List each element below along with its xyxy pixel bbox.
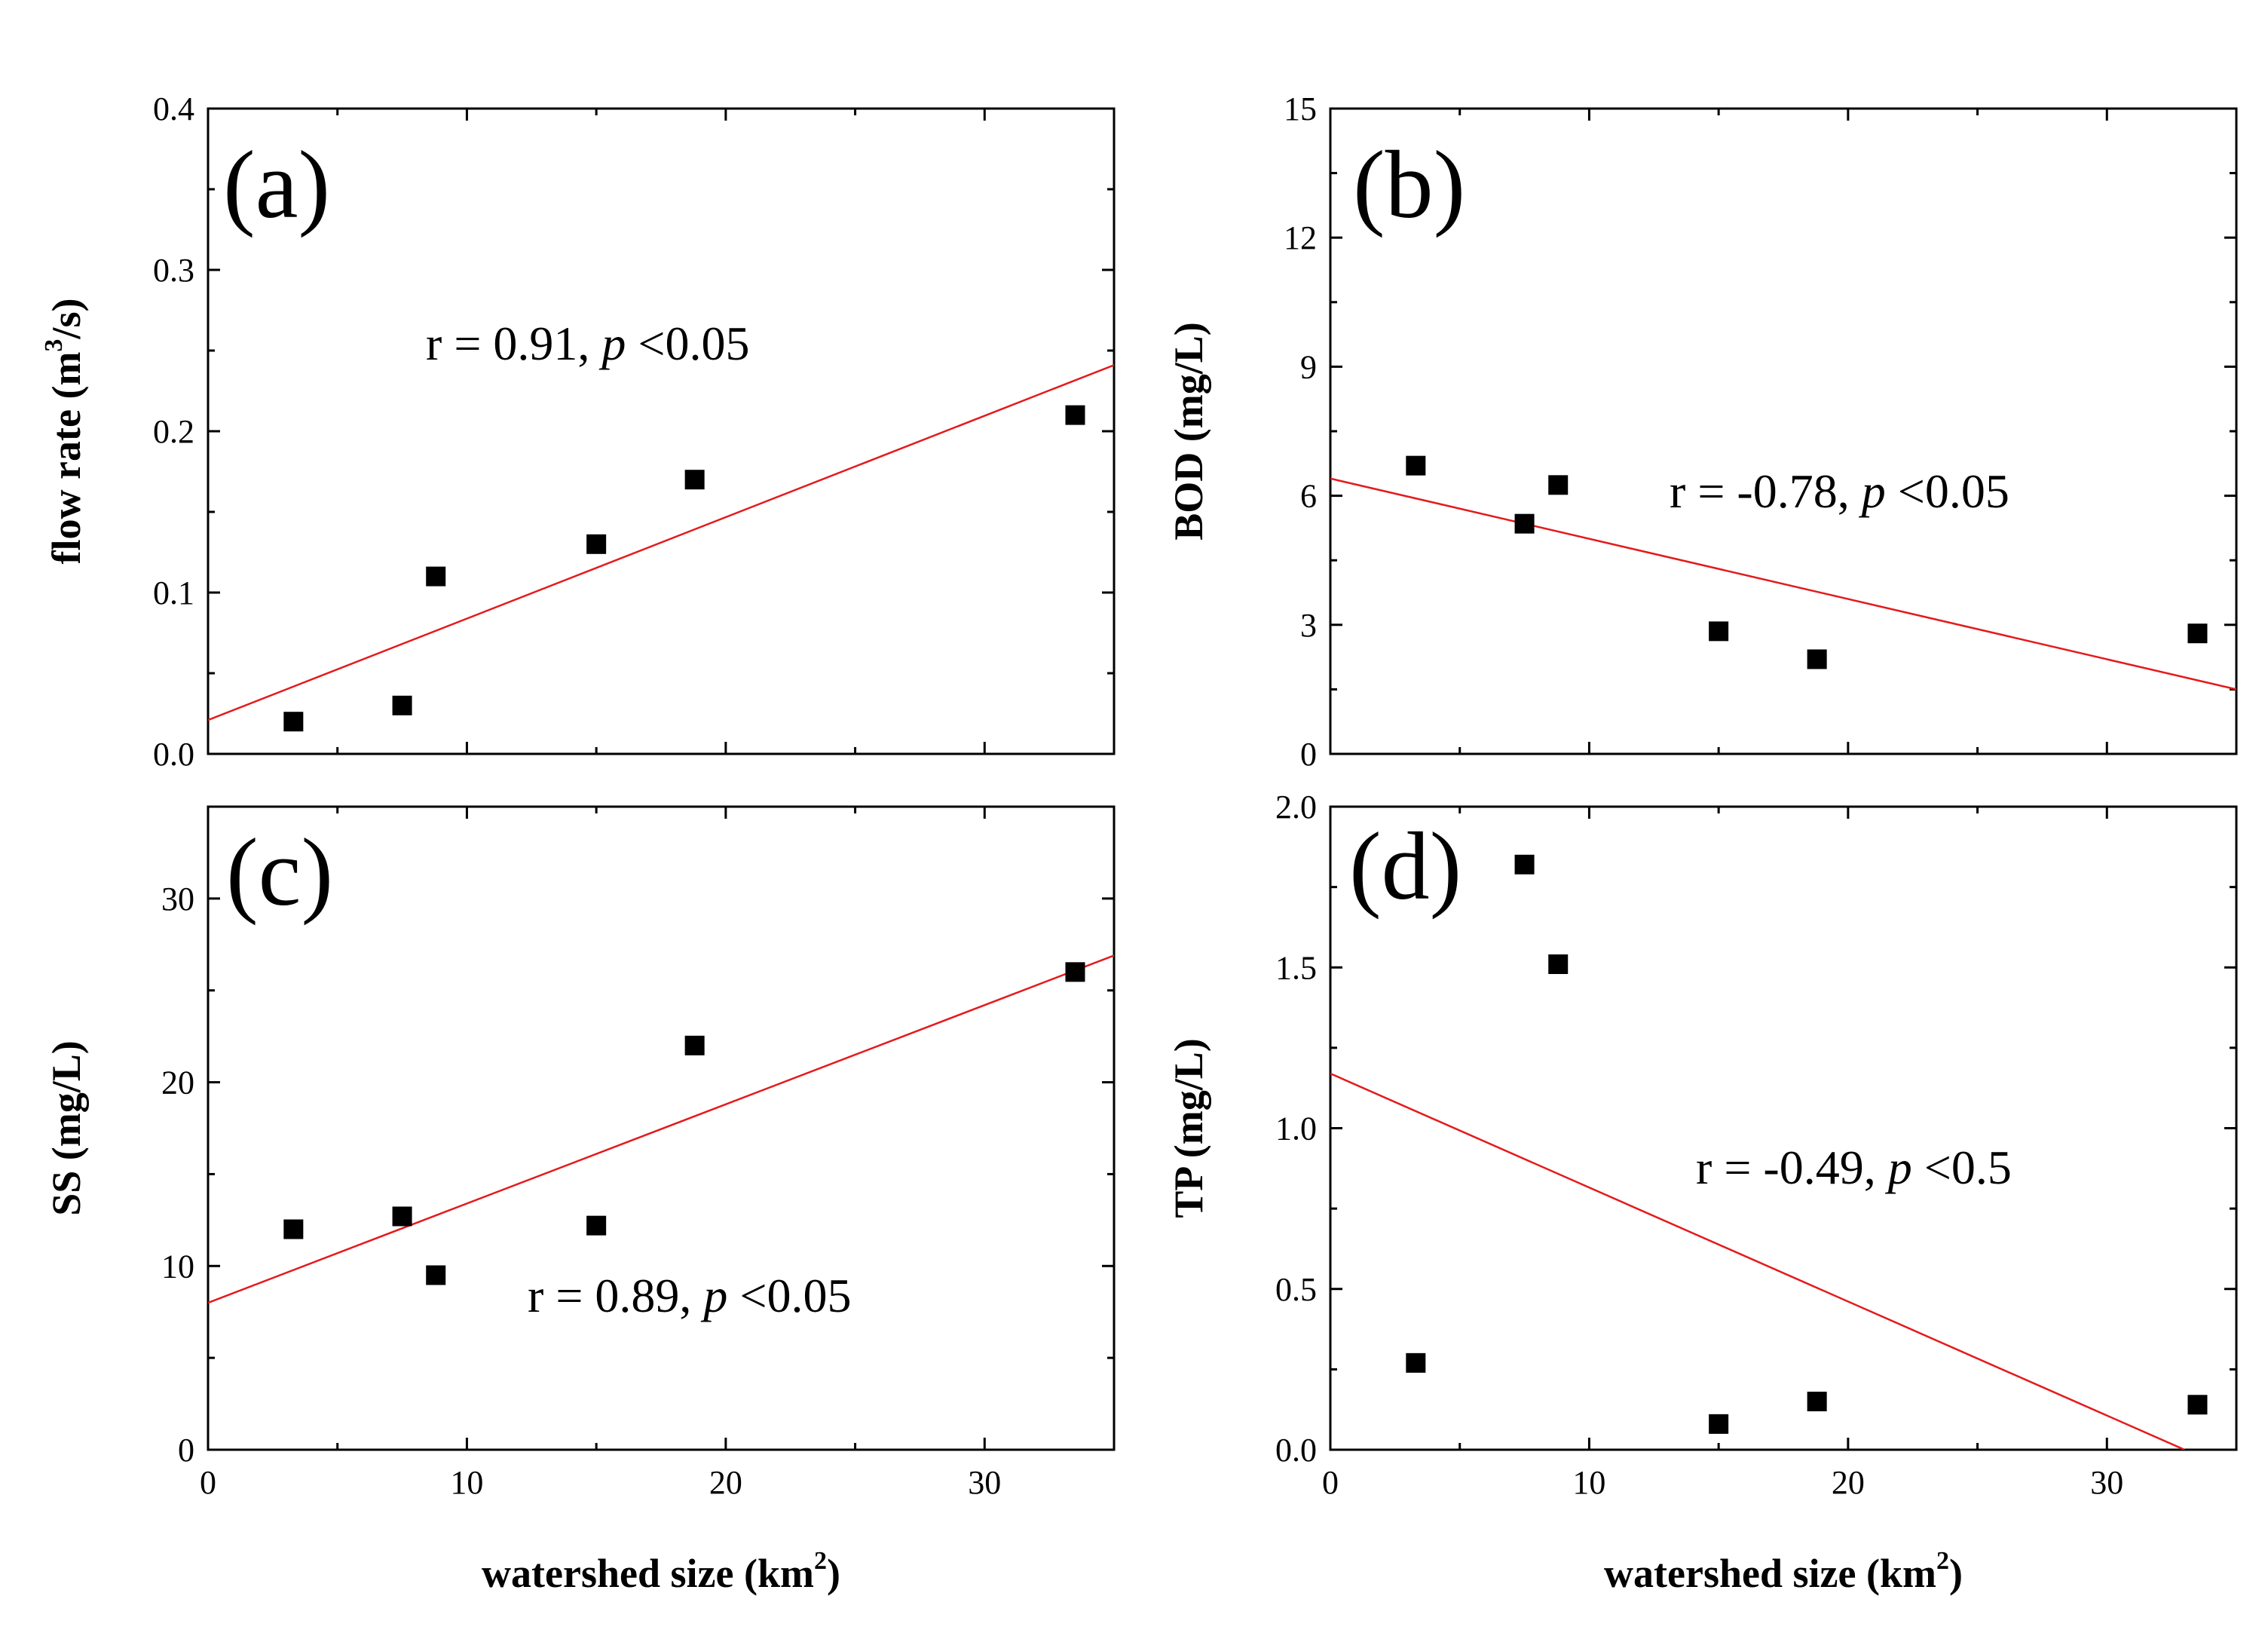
data-point xyxy=(1548,475,1569,495)
correlation-annotation: r = 0.91, p <0.05 xyxy=(426,317,750,370)
y-tick-label: 0.3 xyxy=(153,252,194,289)
panel-label: (d) xyxy=(1349,813,1461,920)
data-point xyxy=(1709,621,1729,642)
data-point xyxy=(1065,962,1085,982)
data-point xyxy=(586,534,607,554)
data-point xyxy=(1807,649,1827,669)
panel-d: 0.0 0.5 1.0 1.5 2.0 0 10 20 30 TP (mg/L) watershed… xyxy=(1166,789,2238,1596)
y-tick-label: 0.2 xyxy=(153,413,194,450)
regression-line xyxy=(208,954,1114,1304)
data-point xyxy=(392,695,412,715)
x-tick-label: 20 xyxy=(709,1464,742,1501)
data-point xyxy=(1709,1414,1729,1434)
y-tick-label: 6 xyxy=(1300,478,1317,515)
y-tick-label: 30 xyxy=(161,881,194,917)
x-tick-label: 30 xyxy=(2090,1464,2123,1501)
y-tick-label: 3 xyxy=(1300,607,1317,644)
y-tick-label: 0.4 xyxy=(153,90,194,127)
x-axis-label: watershed size (km2) xyxy=(1604,1547,1963,1596)
regression-line xyxy=(208,364,1114,721)
data-point xyxy=(283,712,304,732)
regression-line xyxy=(1330,1072,2185,1450)
y-axis-label: flow rate (m3/s) xyxy=(40,299,89,565)
x-tick-label: 10 xyxy=(450,1464,483,1501)
y-axis-label: SS (mg/L) xyxy=(44,1040,89,1216)
data-point xyxy=(426,566,446,587)
y-tick-label: 0.0 xyxy=(153,736,194,773)
y-tick-label: 10 xyxy=(161,1248,194,1285)
plot-frame xyxy=(1329,805,2238,1451)
x-axis-label: watershed size (km2) xyxy=(482,1547,840,1596)
y-axis-label: BOD (mg/L) xyxy=(1166,322,1211,541)
y-tick-label: 0 xyxy=(178,1432,194,1469)
y-tick-label: 0.5 xyxy=(1275,1271,1317,1308)
y-tick-label: 15 xyxy=(1284,90,1317,127)
panel-label: (c) xyxy=(226,819,333,926)
data-point xyxy=(586,1215,607,1236)
y-tick-label: 1.5 xyxy=(1275,949,1317,986)
data-point xyxy=(684,470,705,490)
y-axis-label: TP (mg/L) xyxy=(1166,1038,1211,1218)
y-tick-label: 2.0 xyxy=(1275,789,1317,826)
x-tick-label: 30 xyxy=(968,1464,1001,1501)
y-tick-label: 1.0 xyxy=(1275,1110,1317,1147)
x-tick-label: 0 xyxy=(200,1464,216,1501)
x-tick-label: 20 xyxy=(1832,1464,1865,1501)
correlation-annotation: r = 0.89, p <0.05 xyxy=(528,1269,852,1322)
panel-b: 0 3 6 9 12 15 BOD (mg/L) (b) r = -0.78, p <0.05 xyxy=(1166,90,2238,773)
y-tick-label: 20 xyxy=(161,1064,194,1101)
data-point xyxy=(1807,1392,1827,1412)
y-tick-label: 0.0 xyxy=(1275,1432,1317,1469)
y-tick-label: 0.1 xyxy=(153,574,194,611)
correlation-annotation: r = -0.49, p <0.5 xyxy=(1696,1141,2012,1194)
panel-label: (a) xyxy=(223,131,330,238)
x-tick-label: 10 xyxy=(1572,1464,1605,1501)
plot-frame xyxy=(207,805,1116,1451)
data-point xyxy=(1065,405,1085,425)
panel-c: 0 10 20 30 0 10 20 30 SS (mg/L) watershed size (k… xyxy=(44,805,1116,1596)
y-tick-label: 0 xyxy=(1300,736,1317,773)
data-point xyxy=(1406,455,1426,476)
data-point xyxy=(2187,1395,2208,1415)
y-tick-label: 9 xyxy=(1300,348,1317,385)
panel-label: (b) xyxy=(1353,131,1465,238)
correlation-annotation: r = -0.78, p <0.05 xyxy=(1670,464,2009,518)
regression-line xyxy=(1330,477,2236,691)
y-tick-label: 12 xyxy=(1284,219,1317,256)
data-point xyxy=(426,1265,446,1285)
data-point xyxy=(1548,954,1569,974)
data-point xyxy=(392,1206,412,1227)
data-point xyxy=(684,1035,705,1055)
data-point xyxy=(1514,513,1535,534)
data-point xyxy=(2187,623,2208,644)
data-point xyxy=(283,1219,304,1239)
x-tick-label: 0 xyxy=(1322,1464,1339,1501)
data-point xyxy=(1406,1352,1426,1373)
plot-frame xyxy=(207,107,1116,755)
panel-a: 0.0 0.1 0.2 0.3 0.4 flow rate (m3/s) (a) r = 0.… xyxy=(40,90,1116,773)
data-point xyxy=(1514,854,1535,875)
